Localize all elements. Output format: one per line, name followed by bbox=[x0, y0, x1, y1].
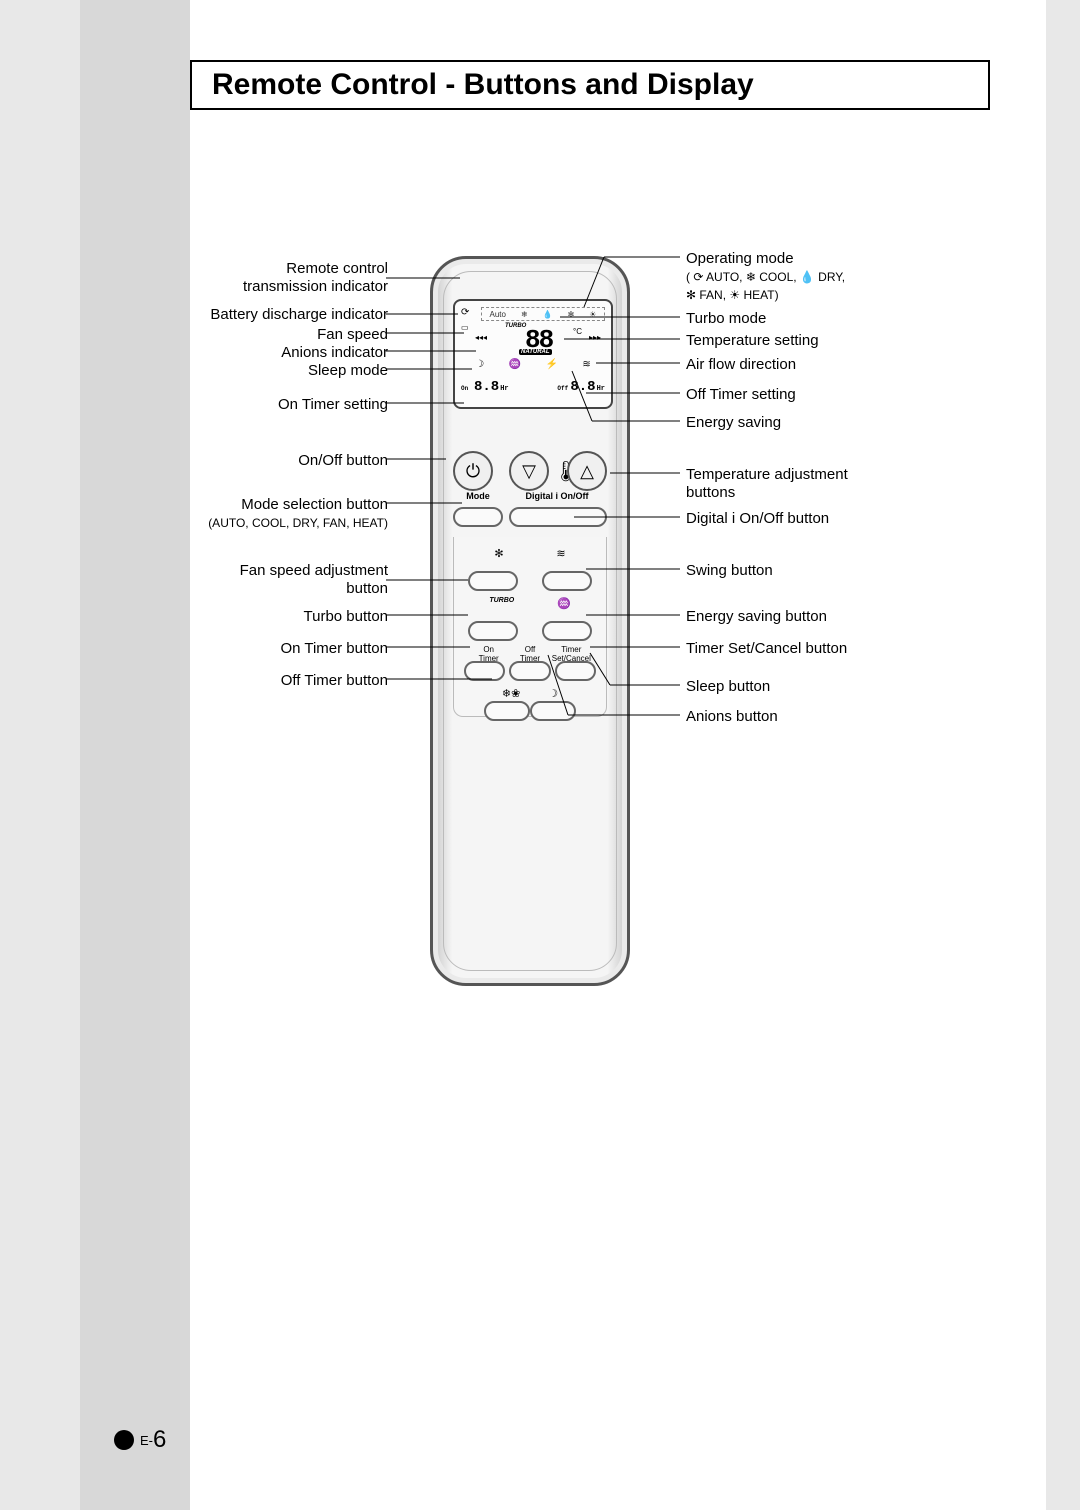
thermometer-icon: 🌡 bbox=[553, 459, 563, 484]
off-timer-val: 8.8 bbox=[570, 379, 595, 395]
fan-speed-button[interactable] bbox=[468, 571, 518, 591]
battery-icon: ▭ bbox=[461, 323, 469, 332]
mode-auto-icon: Auto bbox=[489, 310, 505, 319]
on-timer-display: On 8.8 Hr bbox=[461, 379, 509, 395]
anions-btn-icon: ❄❀ bbox=[502, 687, 520, 700]
sleep-btn-icon: ☽ bbox=[548, 687, 558, 700]
on-timer-button[interactable] bbox=[464, 661, 505, 681]
energy-btn-icon: ♒ bbox=[557, 597, 571, 610]
off-timer-display: Off 8.8 Hr bbox=[557, 379, 605, 395]
page-number: E- 6 bbox=[114, 1426, 166, 1454]
left-callout-label: Sleep mode bbox=[308, 362, 388, 380]
secondary-panel: ✻ ≋ TURBO ♒ On Timer Off Timer Timer Set… bbox=[453, 537, 607, 717]
on-timer-unit: Hr bbox=[500, 385, 508, 393]
left-callout-label: On Timer button bbox=[280, 640, 388, 658]
on-timer-lbl: On bbox=[461, 386, 473, 392]
fan-left-icon: ◂◂◂ bbox=[475, 333, 487, 342]
left-callout-label: Turbo button bbox=[304, 608, 389, 626]
power-button[interactable]: ⏻ bbox=[453, 451, 493, 491]
manual-page: Remote Control - Buttons and Display ⟳ A… bbox=[0, 0, 1080, 1510]
left-callout-label: On/Off button bbox=[298, 452, 388, 470]
swing-icon: ≋ bbox=[556, 547, 565, 560]
natural-indicator: NATURAL bbox=[519, 349, 552, 355]
off-timer-button[interactable] bbox=[509, 661, 550, 681]
right-callout-label: Anions button bbox=[686, 708, 778, 726]
right-callout-label: Swing button bbox=[686, 562, 773, 580]
anions-button[interactable] bbox=[484, 701, 530, 721]
digital-button-label: Digital i On/Off bbox=[507, 491, 607, 501]
energy-saving-button[interactable] bbox=[542, 621, 592, 641]
on-timer-val: 8.8 bbox=[474, 379, 499, 395]
lcd-timer-row: On 8.8 Hr Off 8.8 Hr bbox=[461, 379, 605, 395]
title-bar: Remote Control - Buttons and Display bbox=[190, 60, 990, 110]
right-callout-label: Energy saving button bbox=[686, 608, 827, 626]
sleep-icon: ☽ bbox=[475, 359, 484, 370]
left-callout-label: Fan speed adjustment button bbox=[240, 562, 388, 598]
left-callout-label: Off Timer button bbox=[281, 672, 388, 690]
right-callout-sublabel: ( ⟳ AUTO, ❄ COOL, 💧 DRY, ✻ FAN, ☀ HEAT) bbox=[686, 268, 845, 304]
timer-setcancel-button[interactable] bbox=[555, 661, 596, 681]
right-callout-label: Sleep button bbox=[686, 678, 770, 696]
mode-button[interactable] bbox=[453, 507, 503, 527]
right-callout-label: Air flow direction bbox=[686, 356, 796, 374]
lcd-display: ⟳ Auto ❄ 💧 ✻ ☀ ▭ TURBO ◂◂◂ 88 °C ▸▸▸ NAT… bbox=[453, 299, 613, 409]
mode-fan-icon: ✻ bbox=[568, 310, 575, 319]
airflow-icon: ≋ bbox=[582, 359, 590, 370]
right-callout-label: Digital i On/Off button bbox=[686, 510, 829, 528]
turbo-indicator: TURBO bbox=[505, 323, 526, 329]
left-callout-label: Mode selection button(AUTO, COOL, DRY, F… bbox=[208, 496, 388, 532]
anions-icon: ♒ bbox=[509, 359, 521, 370]
right-callout-label: Energy saving bbox=[686, 414, 781, 432]
right-callout-label: Operating mode( ⟳ AUTO, ❄ COOL, 💧 DRY, ✻… bbox=[686, 250, 845, 304]
sec-row2-icons: TURBO ♒ bbox=[468, 597, 592, 610]
off-timer-lbl: Off bbox=[557, 386, 569, 392]
off-timer-unit: Hr bbox=[597, 385, 605, 393]
turbo-button[interactable] bbox=[468, 621, 518, 641]
left-callout-label: Anions indicator bbox=[281, 344, 388, 362]
page-number-prefix: E- bbox=[140, 1433, 153, 1448]
right-callout-label: Turbo mode bbox=[686, 310, 766, 328]
fan-icon: ✻ bbox=[494, 547, 503, 560]
left-callout-sublabel: (AUTO, COOL, DRY, FAN, HEAT) bbox=[208, 514, 388, 532]
right-callout-label: Temperature adjustment buttons bbox=[686, 466, 848, 502]
turbo-btn-icon: TURBO bbox=[489, 597, 514, 610]
fan-right-icon: ▸▸▸ bbox=[589, 333, 601, 342]
sleep-button[interactable] bbox=[530, 701, 576, 721]
page-margin bbox=[80, 0, 190, 1510]
temp-down-button[interactable]: ▽ bbox=[509, 451, 549, 491]
left-callout-label: Battery discharge indicator bbox=[210, 306, 388, 324]
page-number-value: 6 bbox=[153, 1426, 166, 1454]
sec-row1-icons: ✻ ≋ bbox=[468, 547, 592, 560]
signal-icon: ⟳ bbox=[461, 307, 469, 318]
left-callout-label: Fan speed bbox=[317, 326, 388, 344]
temp-unit: °C bbox=[573, 327, 582, 336]
mode-dry-icon: 💧 bbox=[543, 310, 553, 319]
temp-up-button[interactable]: △ bbox=[567, 451, 607, 491]
right-callout-label: Temperature setting bbox=[686, 332, 819, 350]
mode-heat-icon: ☀ bbox=[589, 310, 596, 319]
right-callout-label: Timer Set/Cancel button bbox=[686, 640, 847, 658]
left-callout-label: Remote control transmission indicator bbox=[243, 260, 388, 296]
digital-onoff-button[interactable] bbox=[509, 507, 607, 527]
main-button-row: ⏻ ▽ 🌡 △ bbox=[453, 445, 607, 497]
main-button-labels: Mode Digital i On/Off bbox=[453, 491, 607, 501]
remote-control-diagram: ⟳ Auto ❄ 💧 ✻ ☀ ▭ TURBO ◂◂◂ 88 °C ▸▸▸ NAT… bbox=[430, 256, 630, 986]
energy-icon: ⚡ bbox=[545, 359, 557, 370]
lcd-mode-row: Auto ❄ 💧 ✻ ☀ bbox=[481, 307, 605, 321]
page-number-bullet bbox=[114, 1430, 134, 1450]
swing-button[interactable] bbox=[542, 571, 592, 591]
lcd-indicator-row: ☽ ♒ ⚡ ≋ bbox=[463, 359, 603, 370]
mode-cool-icon: ❄ bbox=[521, 310, 528, 319]
sec-row4-icons: ❄❀ ☽ bbox=[488, 687, 572, 700]
mode-button-label: Mode bbox=[453, 491, 503, 501]
right-callout-label: Off Timer setting bbox=[686, 386, 796, 404]
left-callout-label: On Timer setting bbox=[278, 396, 388, 414]
page-title: Remote Control - Buttons and Display bbox=[212, 68, 754, 102]
